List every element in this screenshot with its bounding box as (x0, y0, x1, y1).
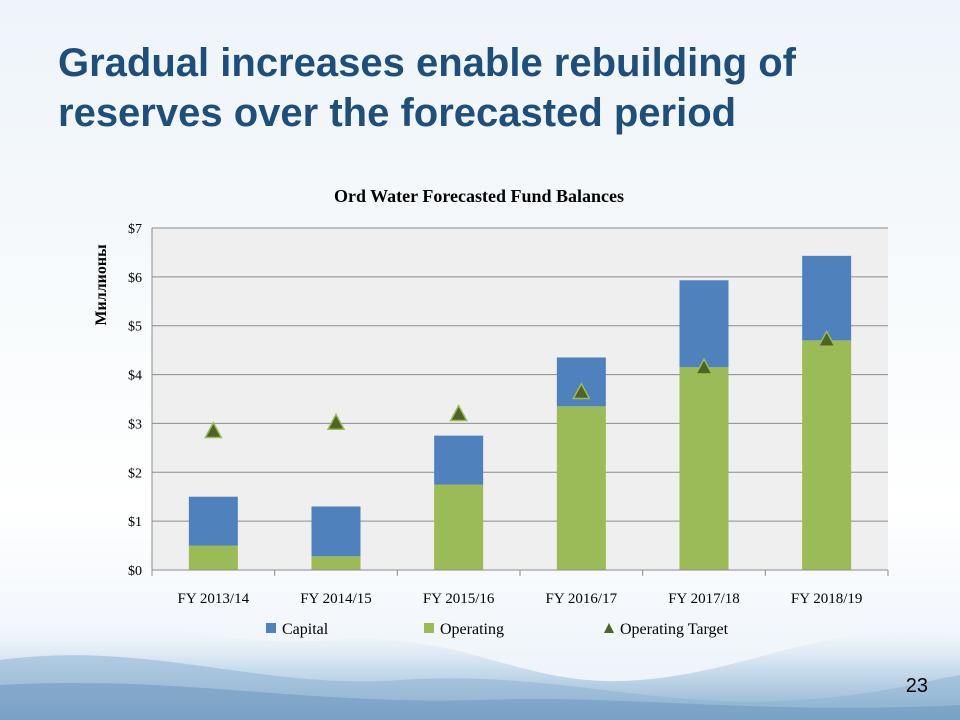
legend-symbol-operating (424, 623, 434, 633)
page-number: 23 (905, 675, 928, 697)
marker-operating-target (204, 421, 223, 439)
legend-symbol-capital (266, 623, 276, 633)
x-tick-label: FY 2013/14 (178, 591, 250, 607)
marker-operating-target (572, 382, 591, 400)
legend-entry: Operating (440, 621, 504, 638)
x-axis: FY 2013/14 FY 2014/15 FY 2015/16 FY 2016/17… (151, 569, 889, 607)
y-tick-label: $6 (128, 271, 142, 286)
bar-capital (679, 280, 729, 368)
legend-entry: Capital (282, 621, 329, 638)
x-tick-label: FY 2015/16 (423, 591, 495, 607)
x-tick-label: FY 2018/19 (791, 591, 863, 607)
target-markers (204, 329, 836, 439)
bar-operating (311, 556, 361, 570)
x-tick-label: FY 2014/15 (300, 591, 372, 607)
legend: Capital Operating Operating Target (266, 621, 729, 638)
y-tick-label: $3 (128, 417, 142, 432)
marker-operating-target (694, 357, 714, 375)
water-splash-decoration (0, 615, 960, 720)
legend-symbol-operating-target (604, 623, 614, 633)
y-axis: $0 $1 $2 $3 $4 $5 $6 $7 (128, 222, 153, 579)
y-tick-label: $2 (128, 466, 142, 481)
chart-title: Ord Water Forecasted Fund Balances (334, 186, 624, 206)
bar-capital (802, 255, 852, 341)
legend-entry: Operating Target (620, 621, 729, 638)
bar-operating (434, 484, 484, 570)
x-tick-label: FY 2016/17 (546, 591, 618, 607)
bar-capital (188, 496, 238, 546)
bar-capital (311, 506, 361, 557)
marker-operating-target (326, 412, 346, 431)
y-tick-label: $5 (128, 320, 142, 335)
bars (188, 255, 852, 570)
plot-area (152, 228, 888, 570)
bar-operating (679, 367, 729, 570)
bar-capital (434, 435, 484, 485)
marker-operating-target (817, 329, 836, 347)
y-tick-label: $7 (128, 222, 142, 237)
y-tick-label: $0 (128, 564, 142, 579)
y-tick-label: $4 (128, 369, 142, 384)
y-tick-label: $1 (128, 515, 142, 530)
bar-operating (556, 406, 606, 570)
y-axis-label: Миллионы (93, 244, 110, 326)
bar-operating (188, 545, 238, 570)
marker-operating-target (449, 404, 468, 422)
x-tick-label: FY 2017/18 (668, 591, 740, 607)
bar-operating (802, 340, 852, 570)
slide-title: Gradual increases enable rebuilding of r… (58, 41, 796, 135)
